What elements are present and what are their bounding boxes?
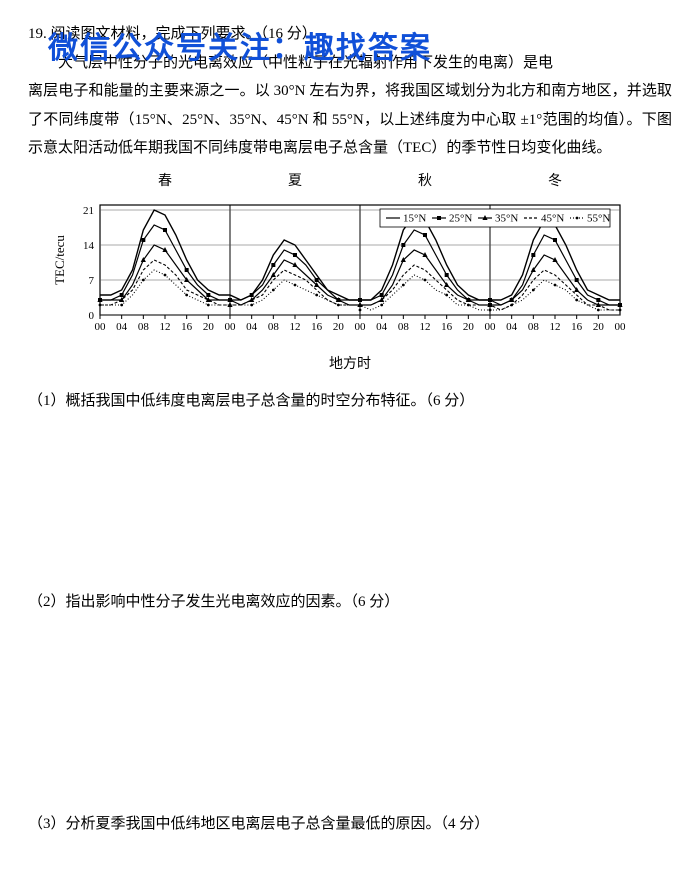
svg-text:12: 12	[160, 321, 171, 333]
season-autumn: 秋	[360, 169, 490, 196]
svg-text:20: 20	[463, 321, 475, 333]
svg-text:20: 20	[333, 321, 345, 333]
svg-text:00: 00	[485, 321, 497, 333]
intro-paragraph-2: 离层电子和能量的主要来源之一。以 30°N 左右为界，将我国区域划分为北方和南方…	[28, 77, 672, 163]
svg-text:16: 16	[311, 321, 323, 333]
x-axis-label: 地方时	[50, 352, 650, 379]
svg-text:12: 12	[420, 321, 431, 333]
season-summer: 夏	[230, 169, 360, 196]
season-spring: 春	[100, 169, 230, 196]
svg-text:35°N: 35°N	[495, 213, 518, 225]
tec-chart: 春 夏 秋 冬 071421TEC/tecu000408121620000408…	[50, 169, 650, 379]
svg-text:TEC/tecu: TEC/tecu	[52, 235, 67, 285]
svg-text:16: 16	[181, 321, 193, 333]
answer-space-2	[28, 632, 672, 802]
svg-text:00: 00	[615, 321, 627, 333]
svg-text:04: 04	[116, 321, 128, 333]
svg-text:12: 12	[290, 321, 301, 333]
sub-question-1: （1）概括我国中低纬度电离层电子总含量的时空分布特征。（6 分）	[28, 387, 672, 416]
svg-text:08: 08	[138, 321, 150, 333]
svg-text:15°N: 15°N	[403, 213, 426, 225]
svg-text:7: 7	[89, 275, 95, 287]
intro-text-b: 离层电子和能量的主要来源之一。以 30°N 左右为界，将我国区域划分为北方和南方…	[28, 83, 672, 156]
sub-question-3: （3）分析夏季我国中低纬地区电离层电子总含量最低的原因。（4 分）	[28, 810, 672, 839]
svg-text:04: 04	[506, 321, 517, 333]
sub-question-2: （2）指出影响中性分子发生光电离效应的因素。（6 分）	[28, 588, 672, 617]
answer-space-1	[28, 430, 672, 580]
svg-text:00: 00	[95, 321, 107, 333]
svg-text:00: 00	[225, 321, 237, 333]
svg-text:04: 04	[376, 321, 388, 333]
svg-text:12: 12	[550, 321, 561, 333]
svg-text:00: 00	[355, 321, 367, 333]
svg-text:16: 16	[571, 321, 583, 333]
chart-svg: 071421TEC/tecu00040812162000040812162000…	[50, 195, 650, 350]
season-labels: 春 夏 秋 冬	[100, 169, 620, 196]
svg-text:21: 21	[83, 205, 94, 217]
watermark-overlay: 微信公众号关注：趣找答案	[48, 20, 432, 77]
svg-text:20: 20	[593, 321, 605, 333]
svg-text:04: 04	[246, 321, 258, 333]
svg-text:14: 14	[83, 240, 95, 252]
svg-text:08: 08	[528, 321, 540, 333]
svg-text:45°N: 45°N	[541, 213, 564, 225]
svg-text:08: 08	[268, 321, 280, 333]
svg-text:25°N: 25°N	[449, 213, 472, 225]
svg-text:08: 08	[398, 321, 410, 333]
season-winter: 冬	[490, 169, 620, 196]
question-number: 19.	[28, 26, 47, 42]
svg-text:20: 20	[203, 321, 215, 333]
svg-text:55°N: 55°N	[587, 213, 610, 225]
svg-text:16: 16	[441, 321, 453, 333]
